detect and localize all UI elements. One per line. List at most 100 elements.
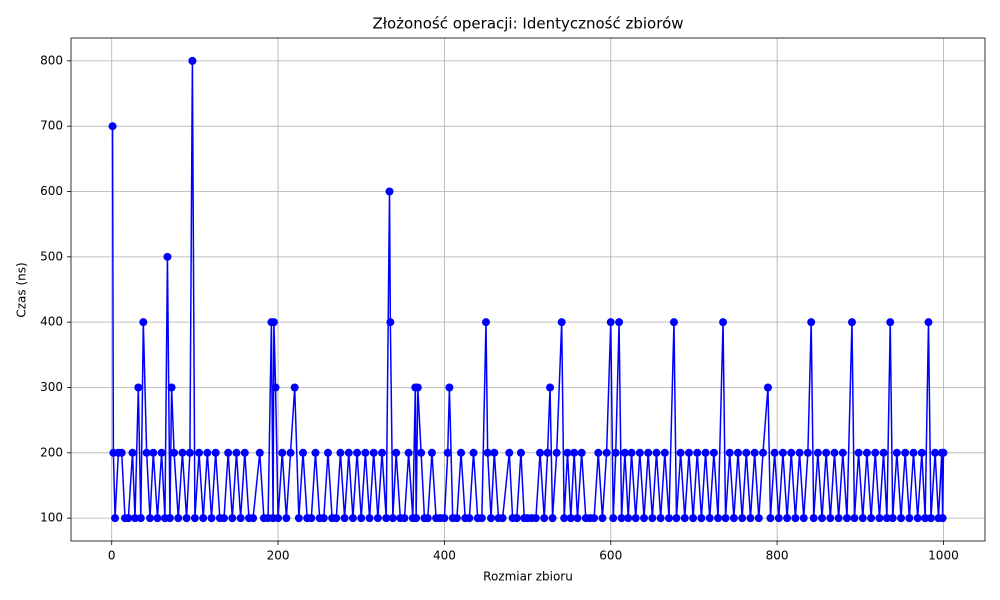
data-point [611,448,620,457]
data-point [742,448,751,457]
data-point [199,514,208,523]
data-point [573,514,582,523]
data-point [136,514,145,523]
data-point [236,514,245,523]
data-point [340,514,349,523]
data-point [546,383,555,392]
data-point [388,514,397,523]
x-tick-label: 800 [766,549,789,563]
data-point [163,252,172,261]
y-tick-label: 500 [40,249,63,263]
data-point [701,448,710,457]
data-point [443,448,452,457]
data-point [917,448,926,457]
data-point [631,514,640,523]
data-point [469,448,478,457]
data-point [886,318,895,327]
data-point [557,318,566,327]
data-point [598,514,607,523]
data-point [850,514,859,523]
data-point [490,448,499,457]
data-point [725,448,734,457]
data-point [486,514,495,523]
y-tick-label: 700 [40,119,63,133]
data-point [365,514,374,523]
data-point [400,514,409,523]
y-tick-label: 400 [40,315,63,329]
data-point [818,514,827,523]
data-point [680,514,689,523]
data-point [672,514,681,523]
x-tick-label: 1000 [928,549,959,563]
data-point [149,448,158,457]
data-point [615,318,624,327]
data-point [624,514,633,523]
data-point [888,514,897,523]
data-point [413,383,422,392]
data-point [348,514,357,523]
data-point [938,514,947,523]
data-point [423,514,432,523]
data-point [729,514,738,523]
data-point [531,514,540,523]
data-point [838,448,847,457]
data-point [543,448,552,457]
data-point [139,318,148,327]
data-point [111,514,120,523]
data-point [224,448,233,457]
data-point [746,514,755,523]
data-point [705,514,714,523]
data-point [427,448,436,457]
data-point [609,514,618,523]
data-point [373,514,382,523]
data-point [921,514,930,523]
data-point [336,448,345,457]
data-point [240,448,249,457]
data-point [392,448,401,457]
data-point [369,448,378,457]
data-point [799,514,808,523]
data-point [232,448,241,457]
data-point [660,448,669,457]
data-point [822,448,831,457]
data-point [830,448,839,457]
data-point [278,448,287,457]
data-point [153,514,162,523]
data-point [286,448,295,457]
data-point [274,514,283,523]
data-point [188,56,197,65]
data-point [795,448,804,457]
data-point [774,514,783,523]
y-tick-label: 100 [40,511,63,525]
data-point [319,514,328,523]
data-point [157,448,166,457]
data-point [697,514,706,523]
data-point [566,514,575,523]
data-point [361,448,370,457]
data-point [228,514,237,523]
y-tick-label: 300 [40,380,63,394]
data-point [939,448,948,457]
data-point [627,448,636,457]
data-point [145,514,154,523]
data-point [867,514,876,523]
data-point [563,448,572,457]
x-tick-label: 0 [108,549,116,563]
data-point [648,514,657,523]
data-point [656,514,665,523]
data-point [931,448,940,457]
data-point [842,514,851,523]
data-point [754,514,763,523]
data-point [905,514,914,523]
data-point [452,514,461,523]
data-point [174,514,183,523]
data-point [892,448,901,457]
data-point [412,514,421,523]
data-point [323,448,332,457]
data-point [758,448,767,457]
data-point [590,514,599,523]
data-point [269,318,278,327]
data-point [734,448,743,457]
data-point [763,383,772,392]
data-point [862,448,871,457]
